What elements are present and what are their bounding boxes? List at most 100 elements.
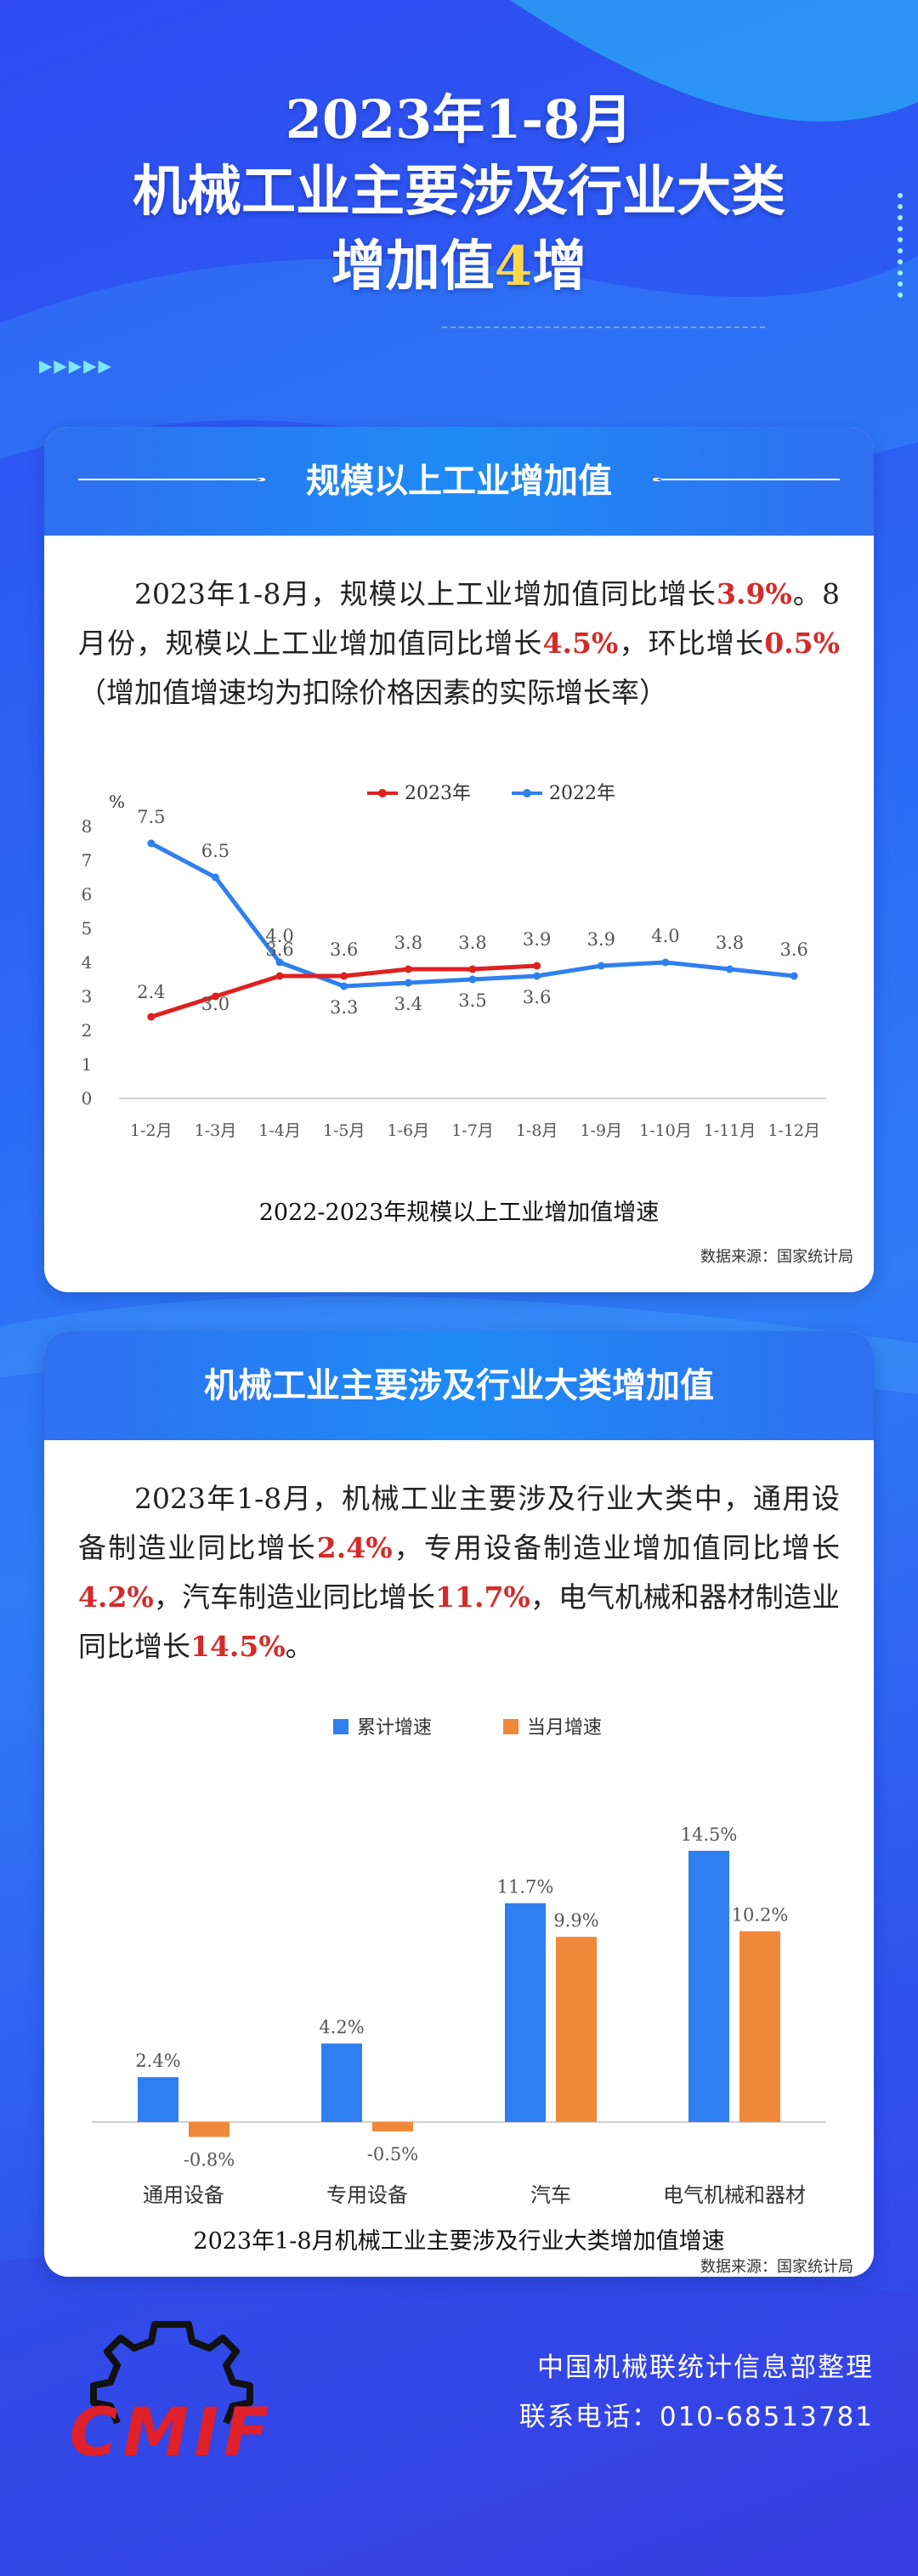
- x-tick-label: 1-10月: [639, 1121, 692, 1140]
- card1-title: 规模以上工业增加值: [306, 461, 612, 501]
- card1-paragraph: 2023年1-8月，规模以上工业增加值同比增长3.9%。8月份，规模以上工业增加…: [44, 536, 874, 718]
- y-tick-label: 4: [82, 952, 93, 973]
- legend-label: 2022年: [549, 783, 615, 804]
- paragraph-text: （增加值增速均为扣除价格因素的实际增长率）: [78, 676, 667, 709]
- card2-header: 机械工业主要涉及行业大类增加值: [44, 1331, 874, 1440]
- data-point: [340, 972, 348, 980]
- bar-1: [556, 1937, 597, 2122]
- paragraph-text: 。: [285, 1630, 314, 1663]
- title-underline: [442, 326, 765, 328]
- data-point: [597, 962, 605, 970]
- data-point: [533, 972, 541, 980]
- x-tick-label: 1-3月: [195, 1121, 237, 1140]
- legend-label: 2023年: [405, 783, 471, 804]
- y-tick-label: 5: [82, 918, 93, 939]
- title-line-3-prefix: 增加值: [331, 235, 495, 298]
- x-tick-label: 1-6月: [388, 1121, 430, 1140]
- data-point: [211, 873, 219, 882]
- paragraph-text: ，专用设备制造业增加值同比增长: [392, 1531, 841, 1564]
- data-label: 4.0: [651, 926, 679, 946]
- highlight-value: 11.7%: [435, 1580, 530, 1614]
- bar-label: 10.2%: [732, 1905, 789, 1926]
- data-label: 3.9: [523, 929, 551, 950]
- card2-source: 数据来源：国家统计局: [700, 2258, 853, 2276]
- x-tick-label: 1-2月: [130, 1121, 173, 1140]
- x-tick-label: 1-9月: [580, 1121, 622, 1140]
- y-tick-label: 8: [82, 816, 93, 837]
- legend-swatch: [333, 1719, 348, 1734]
- line-chart: % 0 1 2 3 4 5 6 7 8 1-2月 1-3月 1-4月 1-5月 1-6月 1-7月 1-8月 1-…: [82, 783, 826, 1140]
- bar-0: [321, 2043, 362, 2122]
- data-point: [147, 839, 156, 848]
- cmif-logo-text: CMIF: [69, 2395, 274, 2471]
- bar-label: -0.8%: [184, 2150, 235, 2170]
- y-tick-label: 7: [82, 850, 93, 871]
- bar-0: [505, 1903, 546, 2122]
- series-line-1: [150, 841, 795, 989]
- y-tick-label: 0: [82, 1088, 93, 1109]
- card2-chart-caption: 2023年1-8月机械工业主要涉及行业大类增加值增速: [193, 2228, 725, 2255]
- bar-label: 9.9%: [553, 1910, 598, 1931]
- footer-info: 中国机械联统计信息部整理 联系电话：010-68513781: [519, 2343, 874, 2442]
- data-point: [275, 958, 284, 967]
- legend-swatch: [503, 1719, 518, 1734]
- data-label: 3.8: [716, 933, 744, 953]
- data-label: 3.6: [330, 939, 358, 960]
- y-tick-label: 6: [82, 884, 93, 905]
- bar-label: 14.5%: [681, 1824, 738, 1845]
- bar-1: [740, 1931, 780, 2122]
- card-machinery-sectors: 机械工业主要涉及行业大类增加值 2023年1-8月，机械工业主要涉及行业大类中，…: [44, 1331, 874, 2277]
- x-tick-label: 汽车: [530, 2183, 571, 2207]
- title-line-3: 增加值4增: [0, 230, 918, 304]
- highlight-value: 4.5%: [542, 627, 619, 660]
- card2-paragraph: 2023年1-8月，机械工业主要涉及行业大类中，通用设备制造业同比增长2.4%，…: [44, 1440, 874, 1671]
- data-point: [404, 965, 412, 973]
- main-title: 2023年1-8月 机械工业主要涉及行业大类 增加值4增: [0, 85, 918, 304]
- card-industrial-value-added: 规模以上工业增加值 2023年1-8月，规模以上工业增加值同比增长3.9%。8月…: [44, 427, 874, 1292]
- data-point: [726, 965, 734, 973]
- highlight-value: 2.4%: [316, 1531, 393, 1564]
- x-tick-label: 通用设备: [143, 2183, 224, 2207]
- x-tick-label: 专用设备: [326, 2183, 408, 2207]
- title-line-2: 机械工业主要涉及行业大类: [133, 160, 785, 224]
- x-tick-label: 1-11月: [704, 1121, 756, 1140]
- data-label: 3.6: [265, 939, 293, 960]
- data-point: [468, 965, 477, 973]
- title-line-1: 2023年1-8月: [285, 88, 633, 150]
- highlight-value: 3.9%: [717, 577, 792, 610]
- x-tick-label: 1-12月: [768, 1121, 820, 1140]
- legend-item: 当月增速: [503, 1717, 602, 1739]
- data-label: 3.6: [523, 987, 551, 1007]
- paragraph-text: ，电气机械和器材制造业同比增长: [78, 1580, 841, 1663]
- arrow-decoration-icon: ▶▶▶▶▶: [39, 355, 113, 376]
- card1-source: 数据来源：国家统计局: [700, 1248, 853, 1266]
- legend-marker: [378, 789, 387, 797]
- paragraph-text: 2023年1-8月，规模以上工业增加值同比增长: [134, 577, 717, 610]
- data-point: [404, 979, 412, 987]
- data-point: [533, 962, 541, 970]
- paragraph-text: ，环比增长: [618, 627, 765, 660]
- y-tick-label: 1: [82, 1054, 93, 1075]
- data-label: 2.4: [137, 982, 165, 1002]
- arrow-right-icon: [78, 478, 265, 481]
- card1-chart-caption: 2022-2023年规模以上工业增加值增速: [258, 1200, 660, 1226]
- data-point: [790, 972, 798, 980]
- paragraph-text: 。8月份，规模以上工业增加值同比增长: [78, 577, 841, 660]
- bar-label: 2.4%: [135, 2051, 180, 2071]
- x-tick-label: 1-8月: [516, 1121, 558, 1140]
- y-tick-label: 3: [82, 986, 93, 1007]
- data-label: 7.5: [137, 807, 165, 827]
- data-label: 3.8: [458, 933, 486, 953]
- bar-0: [688, 1851, 729, 2122]
- bar-label: 11.7%: [497, 1877, 554, 1898]
- data-point: [468, 975, 477, 984]
- y-tick-label: 2: [82, 1020, 93, 1041]
- data-point: [340, 982, 348, 990]
- bar-label: 4.2%: [319, 2017, 364, 2038]
- legend-item: 2023年: [367, 783, 471, 804]
- data-label: 3.9: [587, 929, 615, 950]
- paragraph-text: ，汽车制造业同比增长: [153, 1580, 436, 1614]
- data-point: [661, 958, 670, 967]
- footer-org: 中国机械联统计信息部整理: [537, 2352, 874, 2383]
